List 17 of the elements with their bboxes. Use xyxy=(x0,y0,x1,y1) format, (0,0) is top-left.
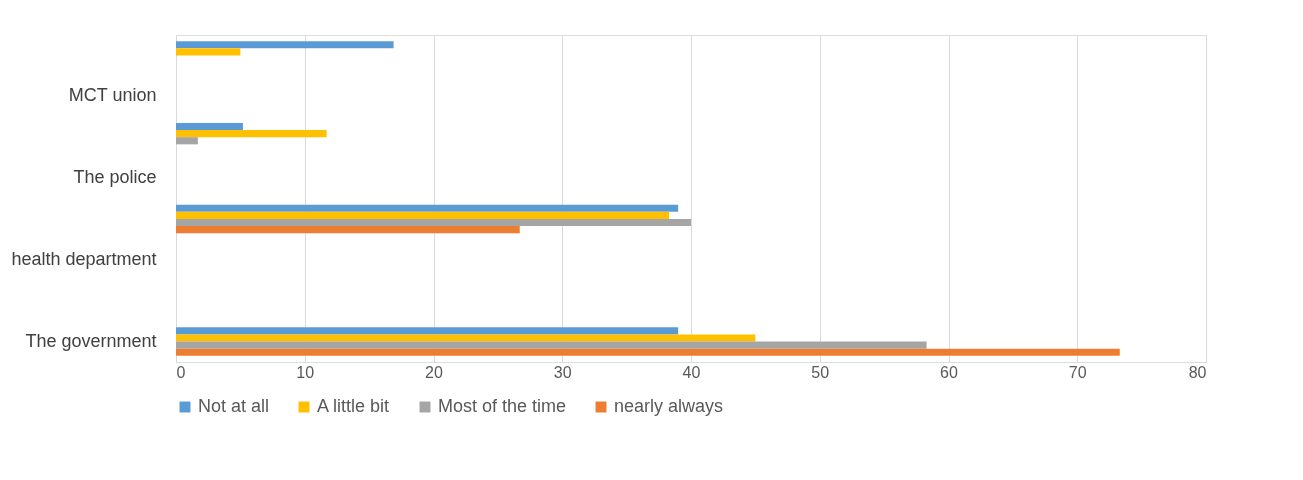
legend-label: Not at all xyxy=(198,396,270,416)
y-tick-label: The government xyxy=(25,330,157,351)
x-tick-label: 40 xyxy=(682,363,701,381)
x-tick-label: 60 xyxy=(940,363,958,381)
legend-label: nearly always xyxy=(614,396,724,416)
x-tick-label: 70 xyxy=(1068,363,1087,381)
x-tick-label: 0 xyxy=(176,363,186,381)
x-tick-label: 30 xyxy=(553,363,572,381)
legend-label: Most of the time xyxy=(438,396,567,416)
x-tick-label: 10 xyxy=(296,363,315,381)
y-tick-label: The police xyxy=(73,167,157,188)
x-tick-label: 50 xyxy=(811,363,830,381)
x-tick-label: 80 xyxy=(1188,363,1207,381)
x-tick-label: 20 xyxy=(425,363,443,381)
legend-label: A little bit xyxy=(317,396,390,416)
y-tick-label: MCT union xyxy=(68,85,157,106)
y-tick-label: health department xyxy=(11,248,157,269)
